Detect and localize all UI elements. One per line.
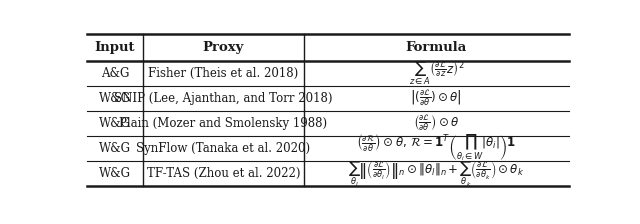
- Text: $\left(\frac{\partial\mathcal{L}}{\partial\theta}\right)\odot\theta$: $\left(\frac{\partial\mathcal{L}}{\parti…: [413, 113, 460, 133]
- Text: Input: Input: [95, 41, 135, 54]
- Text: A&G: A&G: [101, 67, 129, 80]
- Text: $\left(\frac{\partial\mathcal{R}}{\partial\theta}\right)\odot\theta,\,\mathcal{R: $\left(\frac{\partial\mathcal{R}}{\parti…: [356, 133, 516, 163]
- Text: W&G: W&G: [99, 116, 131, 129]
- Text: TF-TAS (Zhou et al. 2022): TF-TAS (Zhou et al. 2022): [147, 167, 300, 180]
- Text: W&G: W&G: [99, 167, 131, 180]
- Text: Formula: Formula: [406, 41, 467, 54]
- Text: Fisher (Theis et al. 2018): Fisher (Theis et al. 2018): [148, 67, 298, 80]
- Text: $\sum_{z\in A}\left(\frac{\partial\mathcal{L}}{\partial z}z\right)^2$: $\sum_{z\in A}\left(\frac{\partial\mathc…: [408, 59, 464, 87]
- Text: SNIP (Lee, Ajanthan, and Torr 2018): SNIP (Lee, Ajanthan, and Torr 2018): [114, 92, 333, 105]
- Text: W&G: W&G: [99, 142, 131, 155]
- Text: $\left|(\frac{\partial\mathcal{L}}{\partial\theta})\odot\theta\right|$: $\left|(\frac{\partial\mathcal{L}}{\part…: [410, 88, 462, 108]
- Text: Plain (Mozer and Smolensky 1988): Plain (Mozer and Smolensky 1988): [119, 116, 328, 129]
- Text: SynFlow (Tanaka et al. 2020): SynFlow (Tanaka et al. 2020): [136, 142, 310, 155]
- Text: Proxy: Proxy: [203, 41, 244, 54]
- Text: $\sum_{\theta_l}\left\|\left(\frac{\partial\mathcal{L}}{\partial\theta_l}\right): $\sum_{\theta_l}\left\|\left(\frac{\part…: [348, 159, 524, 187]
- Text: W&G: W&G: [99, 92, 131, 105]
